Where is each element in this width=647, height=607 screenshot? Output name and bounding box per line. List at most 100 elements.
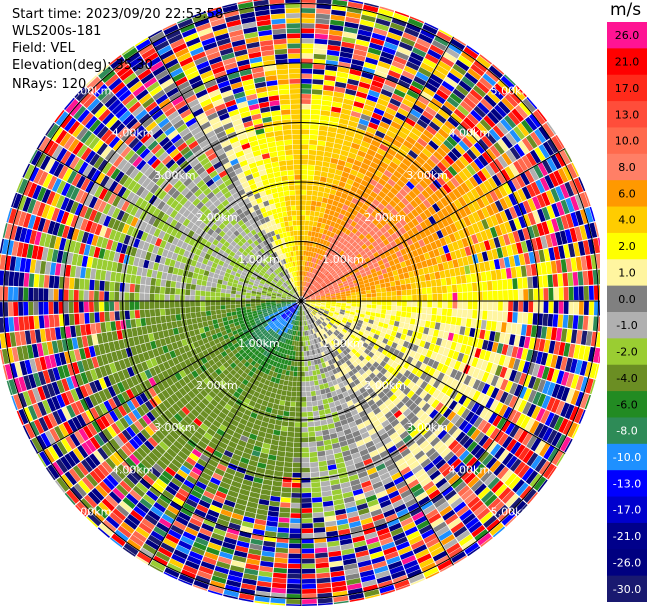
range-gate: [513, 204, 523, 217]
range-gate: [499, 210, 509, 223]
range-gate: [572, 272, 579, 286]
range-gate: [387, 148, 397, 157]
range-gate: [390, 281, 396, 287]
range-gate: [378, 178, 387, 187]
range-gate: [555, 259, 562, 274]
range-gate: [284, 406, 290, 412]
range-gate: [329, 24, 344, 32]
range-gate: [117, 464, 130, 476]
range-gate: [305, 276, 308, 282]
range-gate: [397, 46, 411, 56]
range-gate: [547, 447, 560, 463]
range-gate: [260, 489, 271, 496]
range-gate: [165, 386, 175, 396]
range-gate: [357, 123, 368, 131]
range-gate: [324, 235, 330, 241]
range-gate: [506, 455, 518, 469]
range-gate: [369, 449, 379, 458]
range-gate: [258, 457, 268, 464]
range-gate: [343, 563, 358, 571]
range-gate: [441, 285, 447, 294]
range-gate: [414, 515, 428, 526]
range-gate: [304, 281, 308, 287]
range-gate: [329, 290, 335, 293]
range-gate: [471, 525, 486, 538]
range-gate: [508, 90, 522, 104]
range-gate: [346, 400, 354, 407]
range-gate: [354, 435, 363, 443]
range-gate: [363, 175, 372, 183]
range-gate: [384, 182, 393, 191]
range-gate: [184, 560, 200, 570]
range-gate: [482, 301, 488, 311]
range-gate: [321, 346, 327, 352]
range-gate: [359, 512, 372, 521]
range-gate: [409, 415, 419, 425]
range-gate: [366, 293, 372, 298]
range-gate: [437, 246, 445, 256]
range-gate: [295, 320, 298, 326]
range-gate: [223, 589, 239, 598]
range-gate: [560, 356, 568, 371]
range-gate: [504, 333, 511, 345]
range-gate: [568, 343, 576, 358]
range-gate: [157, 372, 166, 382]
range-gate: [246, 342, 253, 349]
range-gate: [559, 230, 568, 245]
range-gate: [424, 320, 431, 328]
range-gate: [364, 329, 370, 335]
range-gate: [489, 522, 504, 536]
range-gate: [150, 530, 165, 542]
range-gate: [513, 254, 521, 267]
range-gate: [216, 561, 231, 570]
range-gate: [260, 560, 274, 568]
range-gate: [400, 248, 407, 256]
range-gate: [273, 382, 279, 389]
range-gate: [370, 403, 379, 411]
range-gate: [177, 469, 189, 479]
range-gate: [209, 504, 222, 514]
range-gate: [105, 494, 119, 508]
range-gate: [195, 375, 203, 384]
range-gate: [405, 181, 415, 190]
range-gate: [360, 14, 376, 23]
range-gate: [394, 579, 410, 589]
range-gate: [454, 173, 464, 185]
range-gate: [265, 317, 271, 321]
range-gate: [297, 336, 300, 341]
range-gate: [505, 149, 517, 163]
range-gate: [551, 383, 561, 398]
range-gate: [507, 311, 513, 323]
range-gate: [452, 301, 458, 309]
range-gate: [439, 237, 447, 247]
range-gate: [460, 469, 473, 481]
range-gate: [290, 345, 294, 351]
range-gate: [450, 458, 462, 470]
range-gate: [293, 452, 301, 458]
range-gate: [378, 190, 387, 199]
range-gate: [402, 140, 414, 150]
range-gate: [308, 251, 312, 257]
range-gate: [396, 290, 402, 296]
range-gate: [308, 272, 312, 278]
range-gate: [270, 331, 276, 337]
range-gate: [518, 202, 527, 215]
range-gate: [419, 254, 426, 262]
range-gate: [445, 252, 452, 262]
range-gate: [239, 418, 248, 426]
range-gate: [195, 537, 209, 547]
range-gate: [278, 440, 287, 447]
range-gate: [379, 121, 390, 130]
range-gate: [303, 310, 305, 316]
range-gate: [391, 361, 399, 369]
range-gate: [318, 409, 326, 416]
range-gate: [425, 508, 439, 520]
range-gate: [328, 341, 334, 348]
range-gate: [362, 66, 375, 75]
range-gate: [419, 179, 429, 189]
range-gate: [333, 313, 339, 318]
range-gate: [351, 59, 365, 67]
range-gate: [489, 189, 499, 202]
range-gate: [366, 307, 371, 312]
range-gate: [339, 358, 346, 365]
